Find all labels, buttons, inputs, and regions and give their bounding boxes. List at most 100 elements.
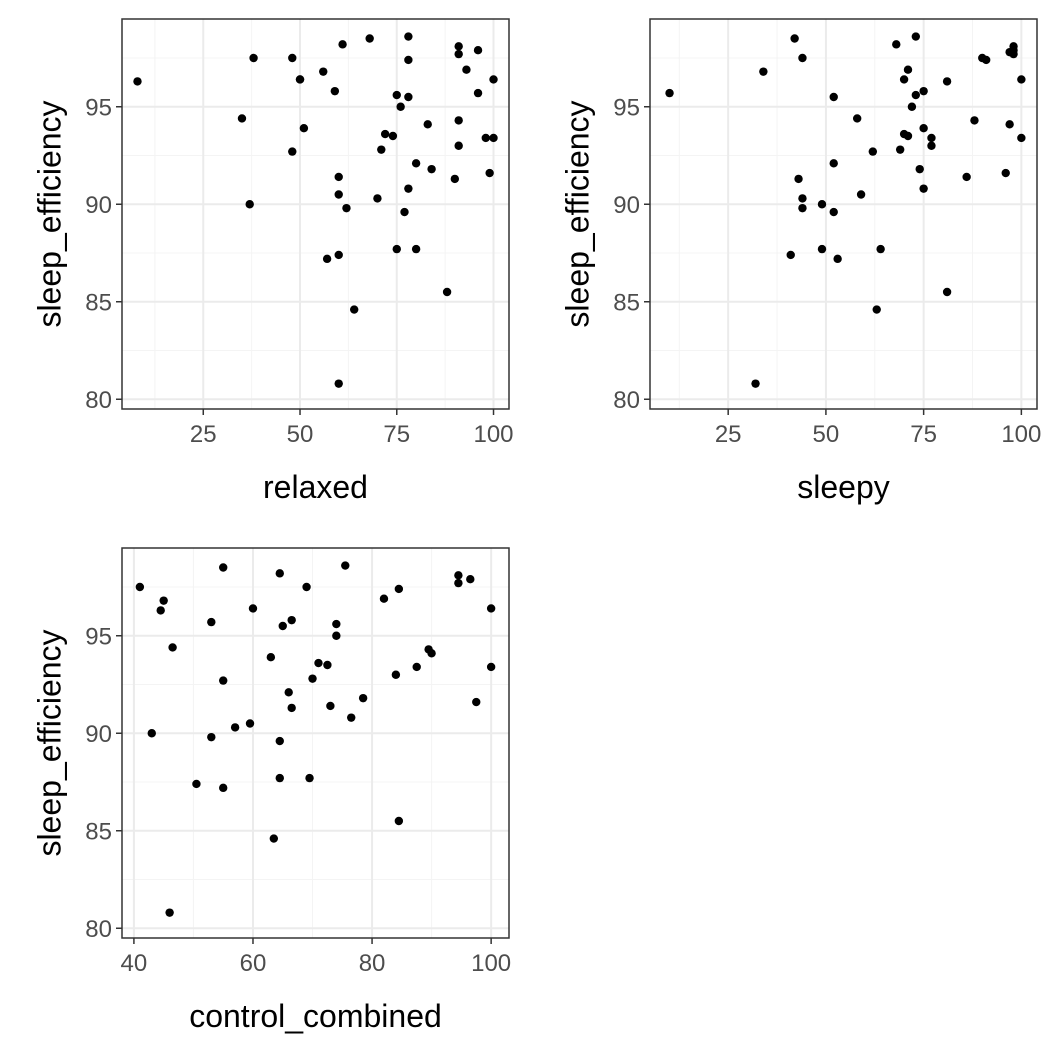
data-point (794, 174, 803, 184)
data-point (829, 92, 838, 102)
data-point (919, 184, 928, 193)
x-axis-title: sleepy (797, 469, 890, 505)
data-point (1017, 75, 1026, 84)
data-point (341, 561, 350, 570)
data-point (400, 207, 409, 217)
data-point (330, 86, 340, 96)
data-point (665, 88, 674, 98)
data-point (472, 697, 481, 707)
data-point (394, 816, 404, 826)
data-point (942, 287, 952, 297)
data-point (454, 141, 463, 150)
data-point (798, 194, 807, 203)
data-point (380, 129, 390, 139)
data-point (876, 244, 885, 254)
data-point (486, 604, 496, 613)
data-point (396, 102, 405, 111)
data-point (295, 75, 305, 84)
data-point (829, 159, 838, 168)
data-point (962, 172, 971, 182)
scatter-panel-3: 40 60 80 100 80 85 90 95 control_combined sleep_e… (31, 547, 511, 1034)
y-tick-label: 85 (613, 289, 640, 316)
data-point (786, 250, 795, 260)
data-point (927, 141, 936, 150)
data-point (404, 55, 413, 65)
data-point (759, 67, 768, 76)
data-point (454, 42, 463, 51)
y-tick-label: 90 (85, 192, 112, 219)
data-point (454, 578, 463, 588)
data-point (833, 254, 842, 264)
data-point (919, 86, 928, 96)
data-point (427, 649, 436, 658)
data-point (903, 131, 913, 141)
data-point (1001, 168, 1010, 178)
data-point (332, 619, 341, 629)
data-point (322, 254, 332, 264)
data-point (287, 615, 296, 625)
data-point (486, 662, 496, 672)
data-point (751, 379, 760, 388)
data-point (404, 32, 413, 41)
x-tick-label: 25 (190, 421, 217, 448)
data-point (856, 190, 866, 199)
data-point (358, 693, 368, 703)
data-point (287, 703, 296, 713)
y-axis-title: sleep_efficiency (31, 629, 67, 856)
data-point (248, 604, 258, 613)
data-point (302, 582, 311, 592)
data-point (334, 172, 343, 182)
data-point (412, 662, 421, 672)
data-point (135, 582, 145, 592)
data-point (942, 77, 952, 86)
data-point (798, 203, 807, 213)
scatter-panel-2: 25 50 75 100 80 85 90 95 sleepy sleep_efficiency (559, 18, 1041, 505)
data-point (288, 147, 297, 156)
x-tick-label: 60 (240, 950, 267, 977)
data-point (427, 164, 436, 174)
data-point (219, 563, 228, 572)
data-point (1005, 120, 1014, 129)
data-point (249, 53, 258, 63)
data-point (1009, 46, 1018, 55)
data-point (275, 736, 284, 746)
x-tick-label: 50 (813, 421, 840, 448)
y-tick-label: 95 (85, 94, 112, 121)
y-tick-label: 80 (85, 916, 112, 943)
x-tick-label: 100 (473, 421, 513, 448)
data-point (147, 729, 156, 738)
data-point (454, 116, 463, 125)
data-point (377, 145, 386, 154)
y-tick-label: 90 (613, 192, 640, 219)
data-point (332, 631, 341, 640)
data-point (454, 49, 463, 59)
x-axis-title: control_combined (189, 998, 442, 1034)
panel-border (121, 547, 510, 939)
y-tick-label: 85 (85, 818, 112, 845)
data-point (394, 584, 404, 594)
data-point (230, 723, 240, 732)
data-point (314, 658, 323, 668)
data-point (411, 159, 421, 168)
data-point (219, 676, 228, 685)
data-point (219, 783, 228, 793)
x-tick-label: 75 (383, 421, 410, 448)
x-tick-label: 25 (715, 421, 742, 448)
data-point (319, 67, 328, 76)
data-point (895, 145, 905, 154)
data-point (466, 575, 475, 584)
data-point (911, 90, 921, 100)
data-point (269, 834, 279, 843)
data-point (308, 674, 317, 683)
data-point (485, 168, 494, 178)
data-point (473, 88, 483, 98)
data-point (981, 55, 991, 65)
data-point (379, 594, 389, 603)
x-axis-title: relaxed (263, 469, 368, 505)
data-point (442, 287, 452, 297)
data-point (872, 305, 881, 314)
data-point (391, 670, 401, 679)
data-point (473, 46, 483, 55)
y-axis-title: sleep_efficiency (31, 100, 67, 327)
